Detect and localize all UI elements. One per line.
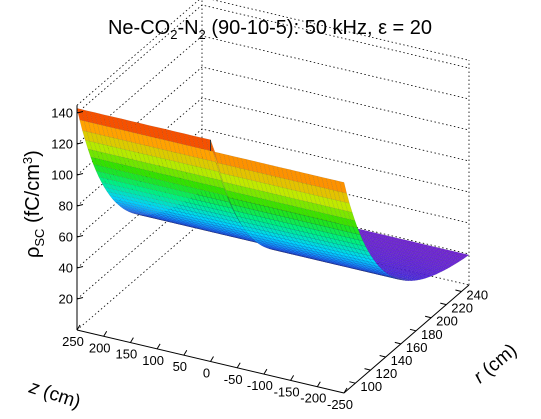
- z-tick-mark: [263, 368, 268, 375]
- r-tick-mark: [455, 289, 462, 293]
- z-tick-label: -100: [247, 378, 273, 393]
- surface-cell: [439, 267, 448, 271]
- surface-cell: [371, 262, 380, 267]
- r-tick-mark: [424, 315, 432, 319]
- surface-cell: [350, 219, 358, 229]
- r-tick-mark: [440, 302, 447, 306]
- z-tick-mark: [183, 349, 188, 356]
- rho-tick-label: 80: [59, 199, 73, 214]
- rho-gridline: [76, 35, 470, 145]
- r-axis-label: r (cm): [470, 340, 521, 388]
- rho-tick-mark: [76, 111, 84, 114]
- z-tick-label: 250: [62, 334, 84, 349]
- rho-tick-label: 100: [51, 168, 73, 183]
- r-tick-mark: [379, 355, 386, 358]
- surface-cell: [363, 250, 372, 257]
- z-tick-label: 50: [173, 359, 187, 374]
- rho-tick-mark: [76, 235, 84, 238]
- r-tick-label: 100: [360, 379, 382, 394]
- r-tick-mark: [364, 368, 371, 371]
- rho-tick-label: 120: [51, 137, 73, 152]
- r-tick-mark: [349, 381, 356, 384]
- surface-cell: [360, 245, 369, 252]
- r-axis-line: [343, 284, 470, 394]
- z-tick-label: 150: [116, 347, 138, 362]
- rho-gridline: [76, 66, 470, 176]
- surface-cell: [399, 279, 407, 281]
- surface-cell: [366, 254, 375, 261]
- chart-title: Ne-CO2-N2 (90-10-5): 50 kHz, ε = 20: [108, 17, 432, 42]
- z-tick-mark: [76, 324, 81, 331]
- rho-tick-label: 20: [59, 292, 73, 307]
- surface-cell: [423, 275, 432, 278]
- r-tick-label: 120: [376, 366, 398, 381]
- z-tick-mark: [343, 387, 348, 394]
- r-tick-label: 240: [466, 288, 488, 303]
- z-tick-mark: [210, 356, 214, 362]
- rho-tick-mark: [76, 204, 84, 207]
- rho-tick-label: 140: [51, 106, 73, 121]
- rho-tick-mark: [76, 173, 84, 176]
- rho-tick-mark: [76, 266, 84, 269]
- surface-cell: [402, 279, 410, 281]
- z-tick-label: -200: [300, 391, 326, 406]
- surface-cell: [434, 270, 443, 273]
- surface-cell: [425, 274, 435, 277]
- z-tick-mark: [129, 337, 134, 343]
- z-axis-label: z (cm): [26, 376, 84, 413]
- surface-cell: [412, 278, 421, 281]
- surface-cell: [344, 201, 353, 213]
- z-tick-mark: [236, 362, 241, 369]
- r-tick-label: 160: [406, 340, 428, 355]
- surface-plot: [76, 108, 470, 281]
- rho-tick-mark: [76, 297, 84, 300]
- top-gridline: [76, 0, 470, 106]
- r-tick-label: 200: [436, 314, 458, 329]
- r-tick-label: 140: [391, 353, 413, 368]
- surface-cell: [410, 278, 418, 281]
- rho-tick-mark: [76, 142, 84, 145]
- r-tick-mark: [394, 341, 401, 345]
- z-tick-mark: [290, 375, 295, 381]
- z-tick-label: -150: [274, 384, 300, 399]
- z-tick-mark: [103, 331, 108, 337]
- surface-cell: [415, 277, 423, 280]
- surface-cell: [352, 226, 361, 236]
- surface-cell: [428, 272, 437, 276]
- rho-axis-label: ρSC (fC/cm3): [20, 150, 47, 258]
- surface-cell: [355, 233, 364, 242]
- z-tick-label: 200: [89, 340, 111, 355]
- surface-cell: [442, 265, 451, 269]
- rho-tick-label: 40: [59, 261, 73, 276]
- surface-cell: [447, 262, 456, 266]
- surface-cell: [420, 276, 429, 279]
- surface-cell: [358, 239, 367, 247]
- r-tick-mark: [409, 328, 417, 332]
- surface-cell: [436, 268, 446, 272]
- z-tick-mark: [316, 381, 321, 387]
- surface-cell: [339, 181, 347, 194]
- surface-cell: [404, 279, 412, 281]
- z-tick-label: 0: [203, 366, 210, 381]
- z-tick-label: 100: [142, 353, 164, 368]
- r-tick-label: 220: [451, 301, 473, 316]
- floor-back-line: [76, 221, 203, 331]
- surface-cell: [377, 268, 385, 273]
- surface-cell: [407, 279, 415, 281]
- r-tick-label: 180: [421, 327, 443, 342]
- z-tick-label: -50: [224, 372, 243, 387]
- z-tick-label: -250: [327, 397, 353, 412]
- rho-tick-label: 60: [59, 230, 73, 245]
- z-tick-mark: [156, 343, 161, 350]
- surface-cell: [445, 264, 454, 268]
